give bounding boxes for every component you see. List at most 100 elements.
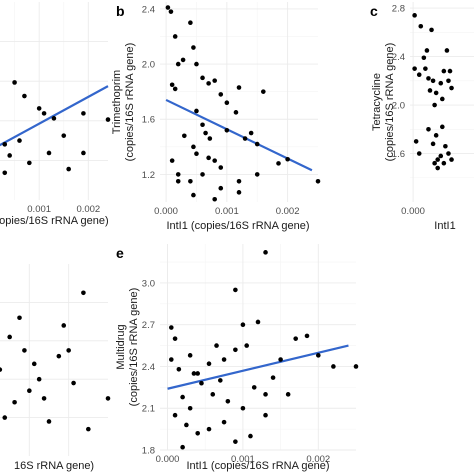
- y-tick-label: 2.8: [392, 4, 405, 15]
- data-point: [416, 151, 422, 156]
- data-point: [86, 426, 91, 432]
- data-point: [191, 45, 196, 50]
- data-point: [270, 375, 276, 380]
- data-point: [254, 172, 260, 177]
- y-tick-label: 2.4: [392, 52, 405, 63]
- data-point: [180, 444, 185, 450]
- x-axis-label: IntI1: [434, 220, 455, 232]
- data-point: [188, 20, 193, 25]
- data-point: [31, 361, 37, 367]
- plot-area: [0, 2, 108, 200]
- data-point: [184, 422, 189, 428]
- x-tick-label: 0.000: [154, 206, 178, 217]
- data-point: [172, 86, 178, 92]
- data-point: [105, 117, 111, 122]
- data-point: [206, 81, 211, 86]
- panel-e: 0.000 0.001 0.002 1.8 2.1 2.4 2.7 3.0 IntI1 (cop…: [115, 244, 359, 472]
- data-point: [440, 124, 445, 130]
- y-axis-label-line: Tetracycline: [371, 73, 383, 131]
- y-axis-label-line: (copies/16S rRNA gene): [128, 288, 140, 407]
- data-point: [261, 89, 266, 94]
- data-point: [413, 139, 419, 144]
- data-point: [331, 364, 336, 369]
- data-point: [225, 398, 231, 404]
- data-point: [194, 108, 199, 114]
- x-axis-label: IntI1 (copies/16S rRNA gene): [186, 460, 329, 472]
- data-point: [2, 415, 8, 420]
- panel-label: e: [116, 245, 124, 261]
- data-point: [278, 357, 283, 362]
- data-point: [449, 157, 454, 162]
- data-point: [2, 170, 8, 176]
- data-point: [444, 48, 450, 53]
- data-point: [438, 153, 444, 159]
- data-point: [432, 160, 437, 166]
- data-point: [218, 185, 224, 191]
- data-point: [41, 111, 47, 116]
- data-point: [175, 172, 181, 177]
- data-point: [172, 336, 178, 341]
- data-point: [206, 426, 212, 432]
- data-point: [244, 343, 249, 348]
- data-point: [446, 151, 451, 156]
- data-point: [71, 380, 76, 386]
- plot-area: [160, 244, 356, 450]
- data-point: [27, 388, 32, 394]
- data-point: [218, 378, 223, 383]
- data-point: [449, 85, 454, 91]
- x-axis-label: IntI1 (copies/16S rRNA gene): [166, 220, 309, 232]
- plot-area: [410, 2, 474, 202]
- y-axis-label-line: (copies/16S rRNA gene): [384, 43, 396, 162]
- data-point: [176, 366, 182, 372]
- data-point: [233, 110, 239, 115]
- x-tick-label: 0.002: [306, 454, 330, 465]
- y-axis-label-line: Trimethoprim: [111, 70, 123, 134]
- data-point: [263, 250, 268, 255]
- data-point: [433, 133, 439, 138]
- data-point: [175, 61, 181, 67]
- panel-a: 0.001 0.002(copies/16S rRNA gene): [0, 2, 111, 227]
- data-point: [12, 399, 17, 405]
- data-point: [195, 430, 200, 436]
- y-axis-label: Multidrug(copies/16S rRNA gene): [115, 288, 140, 407]
- data-point: [233, 287, 238, 293]
- data-point: [191, 144, 196, 150]
- data-point: [430, 141, 436, 147]
- data-point: [224, 127, 230, 133]
- data-point: [212, 78, 217, 83]
- data-point: [191, 371, 197, 376]
- data-point: [203, 130, 208, 136]
- data-point: [285, 156, 290, 162]
- data-point: [221, 357, 227, 362]
- data-point: [61, 133, 67, 138]
- data-point: [22, 348, 27, 353]
- data-point: [27, 160, 32, 166]
- y-tick-label: 2.0: [392, 101, 405, 112]
- y-tick-label: 2.0: [142, 60, 155, 71]
- x-axis-label: (copies/16S rRNA gene): [0, 215, 109, 227]
- data-point: [46, 419, 52, 424]
- data-point: [435, 165, 440, 171]
- data-point: [187, 353, 193, 358]
- data-point: [236, 190, 242, 195]
- regression-line: [0, 85, 109, 147]
- data-point: [233, 347, 238, 353]
- data-point: [315, 179, 321, 184]
- data-point: [182, 133, 187, 139]
- data-point: [426, 126, 431, 132]
- data-point: [426, 76, 431, 81]
- data-point: [36, 376, 42, 382]
- data-point: [191, 192, 196, 198]
- data-point: [248, 433, 253, 439]
- data-point: [169, 357, 174, 362]
- y-axis-label-line: (copies/16S rRNA gene): [124, 43, 136, 162]
- x-tick-label: 0.001: [215, 206, 239, 217]
- data-point: [22, 93, 27, 99]
- data-point: [441, 68, 447, 74]
- data-point: [423, 66, 428, 71]
- data-point: [175, 179, 181, 184]
- data-point: [66, 348, 71, 353]
- y-tick-label: 1.2: [142, 170, 155, 181]
- data-point: [51, 116, 57, 121]
- data-point: [447, 68, 453, 74]
